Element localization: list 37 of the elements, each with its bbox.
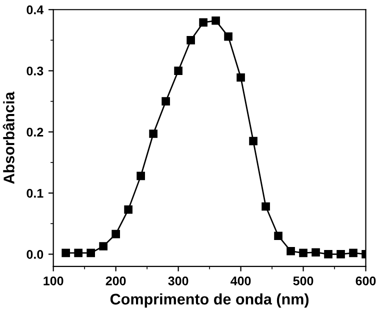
point (224, 32, 232, 41)
y-axis-title: Absorbância (2, 92, 14, 184)
x-tick-label: 400 (230, 276, 251, 286)
x-tick-label: 100 (44, 276, 64, 286)
point (149, 130, 158, 138)
point (124, 205, 132, 214)
point (324, 250, 332, 258)
point (349, 248, 358, 258)
point (186, 36, 195, 44)
x-tick-label: 600 (356, 276, 376, 286)
point (199, 18, 208, 27)
point (86, 248, 95, 258)
point (262, 202, 270, 211)
point (286, 246, 295, 256)
y-tick-label: 0.0 (26, 250, 44, 259)
point (136, 172, 145, 180)
y-tick-label: 0.1 (26, 188, 44, 198)
point (74, 248, 82, 258)
y-tick-label: 0.3 (26, 66, 44, 76)
point (299, 248, 308, 258)
point (112, 230, 120, 238)
point (174, 66, 182, 75)
point (236, 73, 245, 82)
point (312, 248, 320, 257)
y-tick-label: 0.2 (26, 128, 44, 137)
point (336, 250, 345, 258)
x-axis-title: Comprimento de onda (nm) (110, 293, 309, 308)
point (62, 248, 70, 258)
point (162, 97, 170, 106)
x-tick-label: 200 (106, 276, 126, 286)
point (274, 232, 282, 240)
y-tick-label: 0.4 (26, 5, 44, 14)
x-tick-label: 300 (168, 276, 188, 286)
point (249, 136, 258, 146)
point (212, 16, 220, 25)
point (99, 242, 108, 250)
x-tick-label: 500 (293, 276, 314, 286)
